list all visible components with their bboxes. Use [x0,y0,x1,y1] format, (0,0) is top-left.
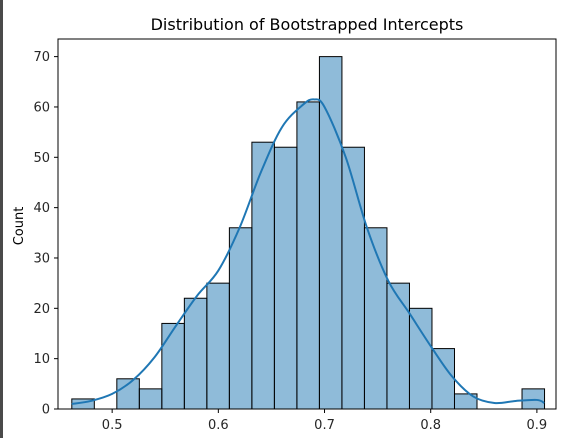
histogram-bar [183,297,208,410]
x-tick-label: 0.5 [102,418,123,433]
kde-curve-group [71,98,545,405]
kde-curve [71,98,545,405]
histogram-bar [138,388,163,410]
histogram-bar [206,282,230,410]
window-left-edge [0,0,3,438]
chart-title: Distribution of Bootstrapped Intercepts [151,15,464,34]
x-tick-label: 0.8 [420,418,441,433]
histogram-bar [431,348,455,410]
y-tick-label: 40 [33,201,50,216]
histogram-bar [318,56,343,410]
y-tick-label: 70 [33,50,50,65]
y-tick-label: 10 [33,352,50,367]
y-tick-label: 50 [33,151,50,166]
y-tick-label: 30 [33,251,50,266]
y-tick-label: 60 [33,100,50,115]
histogram-bars [71,56,546,410]
histogram-bar [161,322,185,410]
y-axis-ticks: 0 10 20 30 40 50 60 70 [33,50,58,418]
y-axis-label: Count [12,207,27,246]
x-tick-label: 0.6 [208,418,229,433]
histogram-bar [408,307,433,410]
histogram-bar [273,146,298,410]
x-tick-label: 0.9 [527,418,548,433]
histogram-bar [341,146,365,410]
y-tick-label: 20 [33,302,50,317]
histogram-bar [228,227,253,410]
y-tick-label: 0 [42,403,50,418]
histogram-bar [251,141,275,410]
plot-frame [57,38,557,410]
histogram-bar [296,101,320,410]
histogram-bar [386,282,410,410]
x-axis-ticks: 0.5 0.6 0.7 0.8 0.9 [102,409,547,433]
histogram-bar [363,227,388,410]
x-tick-label: 0.7 [314,418,335,433]
